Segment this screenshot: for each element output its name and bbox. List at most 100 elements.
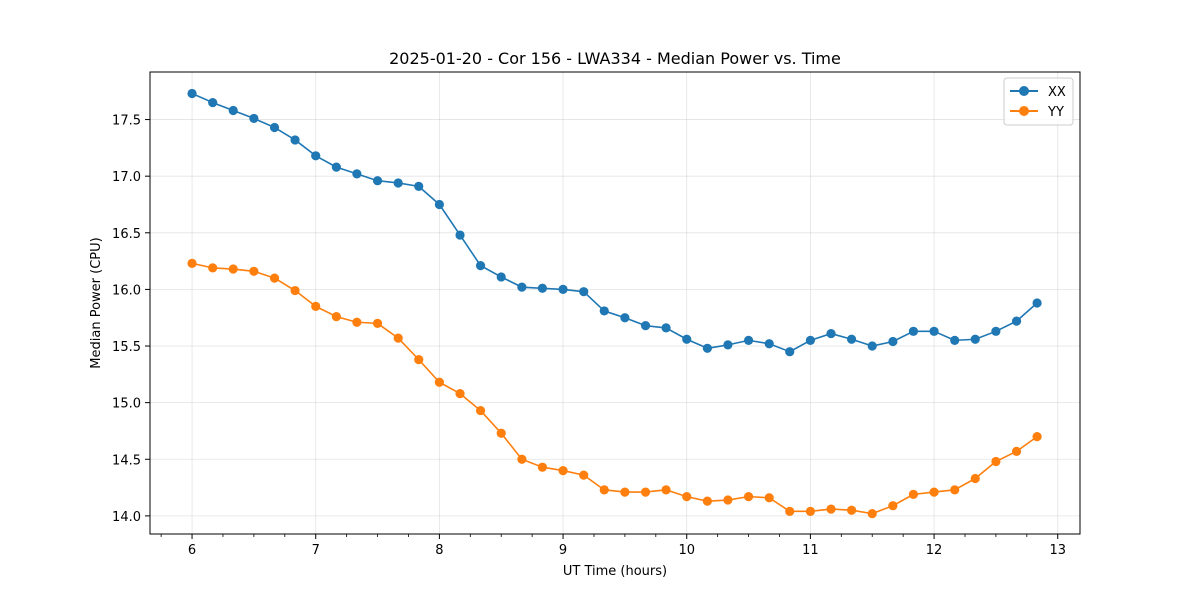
data-point-yy <box>1011 446 1022 456</box>
x-tick-label: 6 <box>188 543 196 558</box>
data-point-xx <box>908 326 919 336</box>
data-point-yy <box>496 428 506 438</box>
legend-label-yy: YY <box>1047 105 1064 120</box>
data-point-yy <box>846 505 857 515</box>
legend-marker-xx <box>1019 86 1029 96</box>
data-point-xx <box>867 341 877 351</box>
data-point-xx <box>888 336 898 347</box>
data-point-yy <box>743 492 754 502</box>
data-point-yy <box>867 509 877 519</box>
data-point-yy <box>991 456 1001 467</box>
data-point-xx <box>929 326 939 336</box>
data-point-yy <box>661 485 671 495</box>
data-point-xx <box>269 122 280 133</box>
y-tick-label: 17.5 <box>112 114 141 129</box>
data-point-xx <box>702 343 712 353</box>
data-point-yy <box>455 388 465 399</box>
data-point-xx <box>661 323 671 333</box>
y-tick-label: 15.0 <box>112 397 141 412</box>
x-axis: 6 7 8 9 10 11 12 13 <box>160 534 1066 558</box>
data-point-xx <box>290 135 300 145</box>
data-point-yy <box>537 462 548 472</box>
data-point-yy <box>826 504 836 514</box>
data-point-yy <box>908 489 919 499</box>
data-point-xx <box>558 284 568 295</box>
data-point-xx <box>393 178 403 188</box>
y-tick-label: 16.5 <box>112 227 141 242</box>
data-point-yy <box>331 311 341 322</box>
data-point-xx <box>352 169 362 179</box>
x-axis-label: UT Time (hours) <box>563 564 667 579</box>
data-point-xx <box>208 97 218 108</box>
y-tick-label: 14.0 <box>112 510 141 525</box>
data-point-xx <box>682 334 692 344</box>
data-point-xx <box>517 282 527 292</box>
legend-label-xx: XX <box>1048 85 1066 100</box>
data-point-xx <box>599 306 609 316</box>
data-point-yy <box>228 264 238 274</box>
data-point-xx <box>455 230 465 240</box>
data-point-yy <box>888 501 898 511</box>
x-tick-label: 12 <box>926 543 943 558</box>
data-point-xx <box>414 181 424 191</box>
data-point-yy <box>950 485 960 495</box>
data-point-yy <box>970 473 980 484</box>
data-point-yy <box>785 506 795 516</box>
grid-lines <box>150 72 1080 534</box>
y-tick-label: 17.0 <box>112 170 141 185</box>
data-point-xx <box>640 321 651 331</box>
y-tick-label: 14.5 <box>112 453 141 468</box>
data-point-xx <box>496 272 506 282</box>
data-point-xx <box>991 326 1001 336</box>
data-point-xx <box>805 335 816 345</box>
data-point-xx <box>434 199 444 210</box>
data-point-xx <box>764 339 774 349</box>
data-point-yy <box>269 273 280 283</box>
x-tick-label: 9 <box>559 543 567 558</box>
data-point-xx <box>228 105 238 116</box>
data-point-xx <box>537 283 548 293</box>
data-point-xx <box>785 347 795 357</box>
data-point-xx <box>372 176 383 186</box>
data-point-yy <box>558 465 568 476</box>
data-point-xx <box>620 313 630 323</box>
data-point-yy <box>249 266 259 276</box>
data-point-yy <box>805 506 816 516</box>
data-point-xx <box>249 113 259 124</box>
data-point-xx <box>1032 298 1042 308</box>
data-point-yy <box>702 496 712 506</box>
data-point-yy <box>599 485 609 495</box>
data-point-xx <box>475 261 486 271</box>
legend-marker-yy <box>1019 106 1029 116</box>
data-point-xx <box>311 151 321 161</box>
data-point-xx <box>187 88 197 99</box>
data-point-xx <box>579 287 589 297</box>
data-point-xx <box>331 162 341 172</box>
data-point-xx <box>970 334 980 344</box>
data-point-xx <box>1011 316 1022 326</box>
y-tick-label: 15.5 <box>112 340 141 355</box>
data-point-yy <box>311 301 321 311</box>
y-axis: 14.0 14.5 15.0 15.5 16.0 16.5 17.0 17.5 <box>112 114 150 525</box>
x-tick-label: 7 <box>312 543 320 558</box>
data-point-yy <box>764 493 774 503</box>
plot-frame <box>149 71 1081 535</box>
data-point-yy <box>929 487 939 497</box>
data-point-yy <box>290 285 300 296</box>
data-point-yy <box>723 495 733 505</box>
data-point-xx <box>723 340 733 350</box>
data-point-xx <box>846 334 857 344</box>
data-point-yy <box>414 355 424 365</box>
data-point-xx <box>826 328 836 339</box>
data-point-yy <box>682 492 692 502</box>
data-point-yy <box>517 454 527 464</box>
data-point-xx <box>743 335 754 345</box>
x-tick-label: 10 <box>678 543 695 558</box>
data-point-yy <box>393 333 403 343</box>
chart-title: 2025-01-20 - Cor 156 - LWA334 - Median P… <box>389 49 841 68</box>
data-point-xx <box>950 335 960 345</box>
x-tick-label: 8 <box>435 543 443 558</box>
data-point-yy <box>187 258 197 268</box>
